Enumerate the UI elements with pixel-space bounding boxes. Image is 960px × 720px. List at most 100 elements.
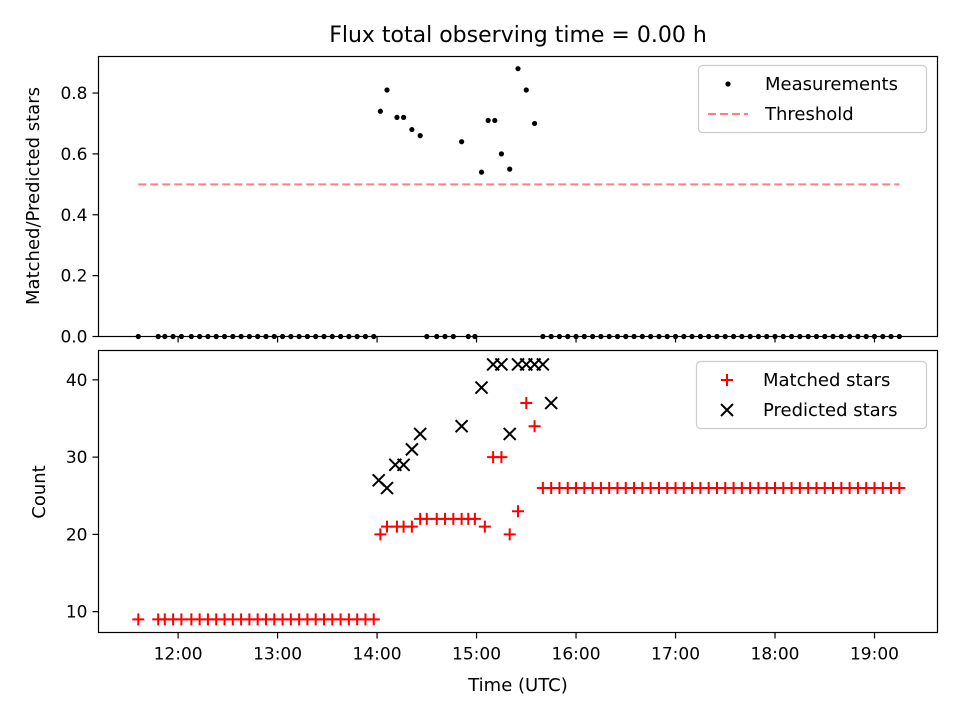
measurement-point (400, 114, 407, 120)
measurement-point (830, 333, 836, 340)
predicted-star-point (396, 458, 411, 472)
predicted-star-point (536, 357, 550, 372)
legend-predicted-marker (720, 403, 734, 417)
measurement-point (472, 333, 478, 340)
measurement-point (880, 333, 886, 340)
bottom-legend-box (695, 360, 928, 430)
measurement-point (371, 333, 377, 340)
measurement-point (409, 126, 415, 133)
measurement-point (623, 333, 629, 340)
matched-star-point (374, 528, 387, 541)
top-y-tick-label: 0.6 (60, 145, 87, 165)
measurement-point (797, 333, 803, 340)
top-panel: 0.00.20.40.60.8 Matched/Predicted stars … (23, 55, 939, 348)
bottom-marks (132, 357, 906, 626)
measurement-point (288, 333, 294, 340)
measurement-point (255, 333, 261, 340)
matched-star-point (132, 613, 145, 626)
measurement-point (556, 333, 563, 340)
measurement-point (540, 333, 546, 340)
measurement-point (155, 333, 161, 340)
measurement-point (188, 333, 194, 340)
measurement-point (362, 333, 369, 340)
measurement-point (329, 333, 335, 340)
top-y-tick-label: 0.4 (60, 206, 87, 226)
measurement-point (847, 333, 853, 340)
x-tick-label: 17:00 (651, 645, 700, 665)
predicted-star-point (380, 481, 394, 495)
top-marks (135, 66, 902, 340)
measurement-point (346, 333, 352, 340)
predicted-star-point (494, 357, 509, 372)
measurement-point (394, 114, 400, 120)
measurement-point (465, 333, 471, 340)
measurement-point (377, 108, 383, 114)
bottom-y-axis-label: Count (29, 465, 50, 518)
predicted-star-point (405, 442, 419, 457)
measurement-point (442, 333, 448, 340)
chart-title: Flux total observing time = 0.00 h (329, 23, 707, 48)
measurement-point (672, 333, 679, 340)
measurement-point (485, 117, 491, 124)
measurement-point (788, 333, 795, 340)
measurement-point (656, 333, 662, 340)
matched-star-point (478, 520, 491, 533)
measurement-point (230, 333, 236, 340)
top-y-axis: 0.0 0.2 0.4 0.6 0.8 (60, 84, 99, 348)
matched-star-point (367, 613, 380, 626)
measurement-point (246, 333, 252, 340)
measurement-point (648, 333, 654, 340)
measurement-point (205, 333, 211, 340)
x-tick-label: 15:00 (452, 645, 501, 665)
matched-star-point (512, 505, 524, 518)
measurement-point (304, 333, 311, 340)
matched-star-point (405, 520, 418, 533)
measurement-point (805, 333, 811, 340)
top-y-tick-label: 0.0 (60, 328, 87, 348)
bottom-y-tick-label: 30 (66, 448, 88, 468)
measurement-point (896, 333, 902, 340)
measurement-point (722, 333, 728, 340)
measurement-point (135, 333, 141, 340)
measurement-point (478, 169, 485, 175)
measurement-point (813, 333, 820, 340)
matched-star-point (468, 512, 481, 525)
measurement-point (531, 120, 538, 127)
measurement-point (565, 333, 571, 340)
measurement-point (573, 333, 579, 340)
measurement-point (739, 333, 745, 340)
measurement-point (838, 333, 844, 340)
matched-star-point (503, 528, 516, 541)
top-legend: Measurements Threshold (697, 64, 928, 134)
measurement-point (614, 333, 621, 340)
measurement-point (590, 333, 596, 340)
measurement-point (197, 333, 203, 340)
measurement-point (271, 333, 277, 340)
top-y-tick-label: 0.8 (60, 84, 87, 104)
matched-star-point (893, 482, 906, 495)
measurement-point (523, 87, 529, 93)
top-y-tick-label: 0.2 (60, 267, 87, 287)
predicted-star-point (544, 396, 558, 410)
measurement-point (681, 333, 687, 340)
measurement-point (581, 333, 587, 340)
measurement-point (279, 333, 286, 340)
measurement-point (714, 333, 720, 340)
matched-star-point (528, 420, 541, 433)
measurement-point (384, 87, 390, 93)
predicted-star-point (413, 427, 427, 441)
x-tick-label: 19:00 (850, 645, 899, 665)
measurement-point (764, 333, 770, 340)
measurement-point (170, 333, 176, 340)
measurement-point (822, 333, 828, 340)
measurement-point (780, 333, 786, 340)
measurement-point (498, 151, 505, 157)
measurement-point (639, 333, 645, 340)
measurement-point (296, 333, 302, 340)
x-tick-label: 12:00 (154, 645, 203, 665)
measurement-point (178, 333, 185, 340)
measurement-point (417, 133, 423, 139)
measurement-point (263, 333, 269, 340)
